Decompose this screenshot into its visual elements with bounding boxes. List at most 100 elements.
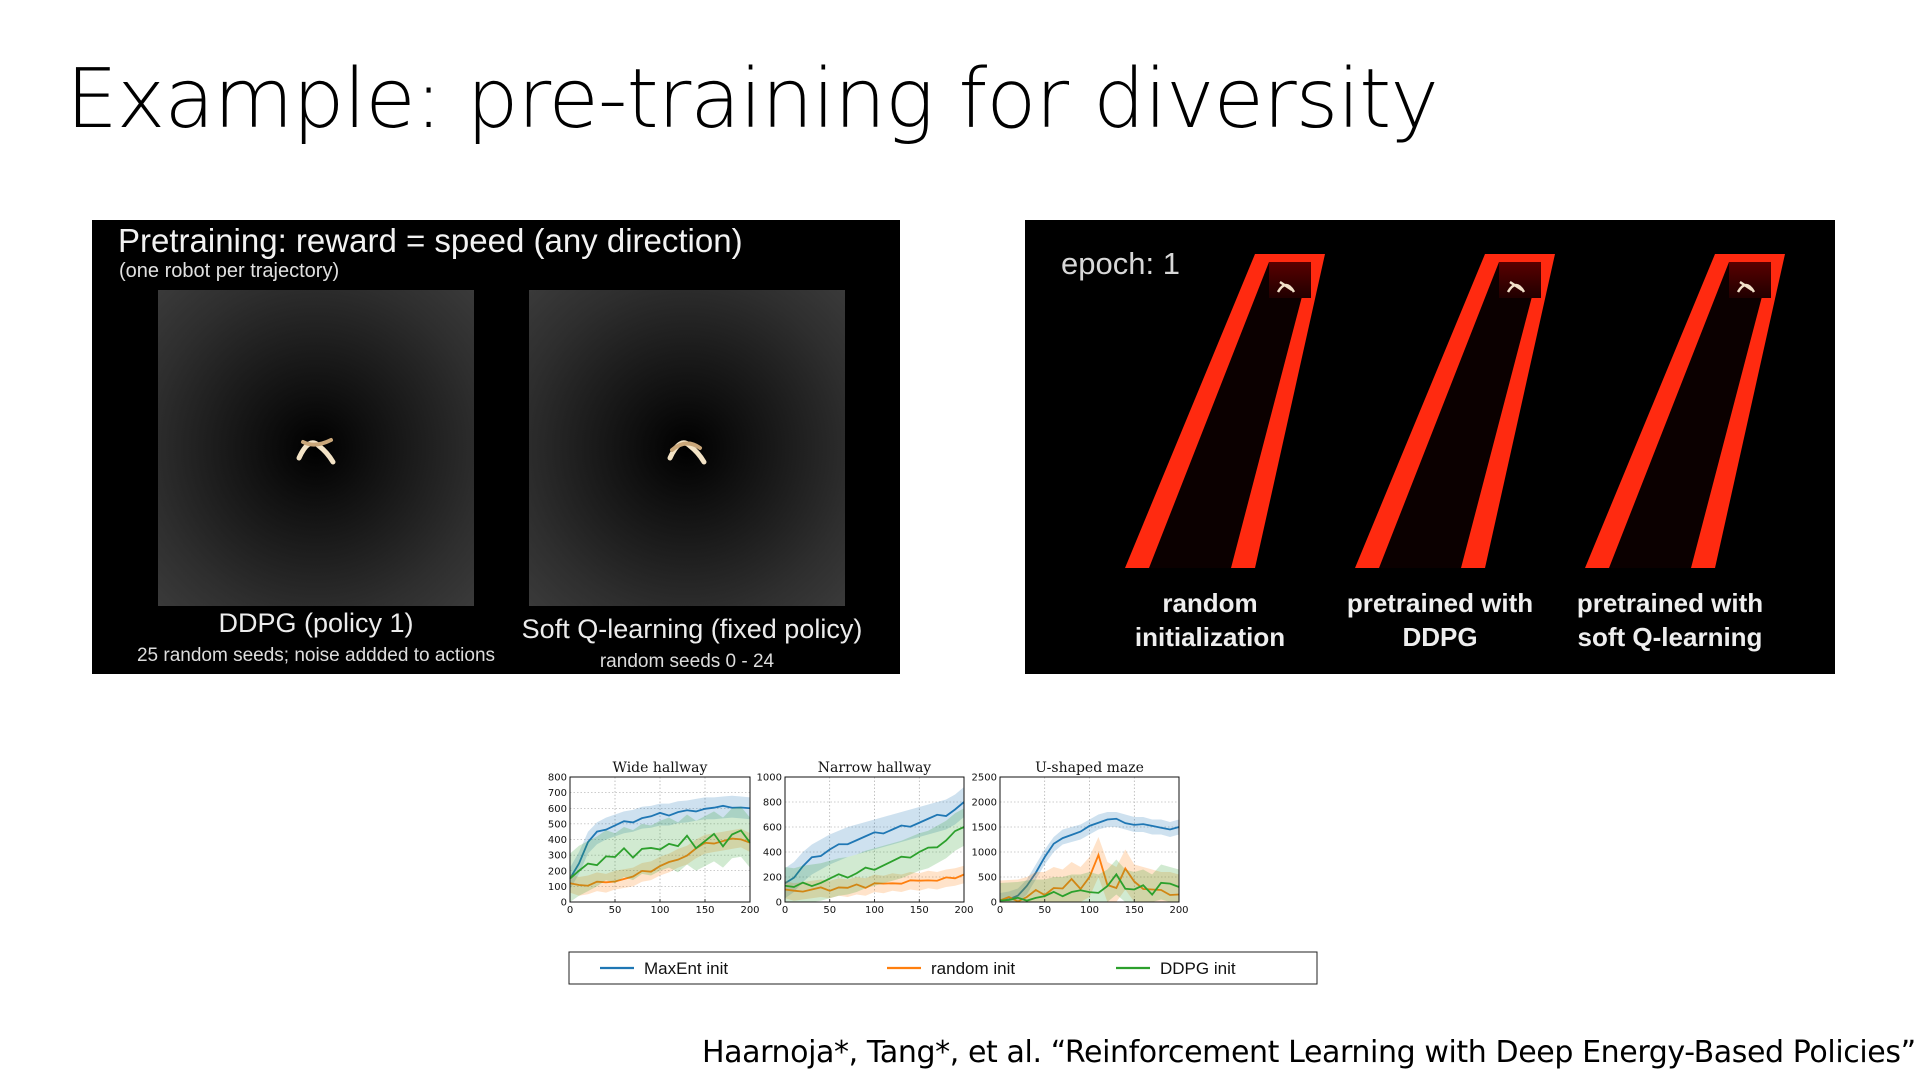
series-random-init: [784, 865, 965, 901]
x-tick-label: 100: [865, 905, 884, 916]
series-band: [570, 828, 750, 896]
series-maxent-init: [999, 812, 1180, 902]
hallway-3: [1585, 254, 1785, 568]
hallway-start-zone: [1729, 262, 1771, 298]
series-maxent-init: [784, 787, 965, 899]
series-line: [784, 801, 965, 885]
series-line: [569, 829, 751, 880]
hallway-graphics: [1125, 254, 1785, 568]
y-tick-label: 500: [978, 873, 997, 884]
y-tick-label: 2000: [972, 798, 997, 809]
hallway-video-panel: epoch: 1 random initialization pretrained…: [1025, 220, 1835, 674]
y-tick-label: 0: [991, 898, 997, 909]
hallway-start-zone: [1499, 262, 1541, 298]
series-ddpg-init: [999, 859, 1180, 902]
series-band: [570, 806, 750, 902]
hall-label-soft-q: pretrained with soft Q-learning: [1576, 588, 1764, 652]
y-tick-label: 400: [548, 835, 567, 846]
y-tick-label: 200: [548, 866, 567, 877]
ddpg-caption: DDPG (policy 1): [218, 608, 414, 638]
x-tick-label: 200: [954, 905, 973, 916]
x-tick-label: 0: [567, 905, 573, 916]
ddpg-detail: 25 random seeds; noise addded to actions: [136, 645, 496, 666]
x-tick-label: 100: [650, 905, 669, 916]
soft-q-arena: [529, 290, 845, 606]
pretraining-heading: Pretraining: reward = speed (any directi…: [118, 222, 743, 259]
hallway-floor: [1609, 262, 1771, 568]
series-ddpg-init: [784, 808, 965, 902]
series-band: [570, 795, 750, 890]
series-band: [1000, 812, 1179, 902]
legend-label: random init: [931, 959, 1015, 978]
series-line: [999, 817, 1180, 902]
hallway-2: [1355, 254, 1555, 568]
y-tick-label: 1000: [972, 848, 997, 859]
series-random-init: [999, 837, 1180, 903]
y-tick-label: 600: [763, 823, 782, 834]
y-tick-label: 2500: [972, 773, 997, 784]
ant-robot-icon: [1506, 280, 1526, 293]
series-band: [785, 787, 964, 899]
chart-title: U-shaped maze: [1035, 760, 1144, 776]
x-tick-label: 100: [1080, 905, 1099, 916]
hallway-floor: [1379, 262, 1541, 568]
legend-box: [568, 951, 1318, 985]
chart-title: Narrow hallway: [818, 760, 931, 776]
x-tick-label: 0: [782, 905, 788, 916]
x-tick-label: 150: [1125, 905, 1144, 916]
x-tick-label: 200: [1169, 905, 1188, 916]
y-tick-label: 800: [763, 798, 782, 809]
x-tick-label: 0: [997, 905, 1003, 916]
series-line: [784, 873, 965, 893]
legend-label: DDPG init: [1160, 959, 1236, 978]
series-ddpg-init: [569, 806, 751, 902]
legend-label: MaxEnt init: [644, 959, 728, 978]
series-line: [999, 852, 1180, 903]
series-line: [784, 826, 965, 888]
ant-robot-icon: [1276, 280, 1296, 293]
citation: Haarnoja*, Tang*, et al. “Reinforcement …: [702, 1035, 1916, 1070]
x-tick-label: 150: [910, 905, 929, 916]
chart-2: Narrow hallway 0 50 100 150 200 0 200 400 600 800 1…: [757, 760, 974, 916]
y-tick-label: 800: [548, 773, 567, 784]
y-tick-label: 1500: [972, 823, 997, 834]
chart-legend: MaxEnt init random init DDPG init: [568, 951, 1318, 985]
legend-item-maxent-init: MaxEnt init: [600, 959, 728, 978]
series-band: [1000, 859, 1179, 902]
soft-q-caption: Soft Q-learning (fixed policy): [521, 614, 863, 644]
hall-label-ddpg: pretrained with DDPG: [1346, 588, 1534, 652]
x-tick-label: 50: [1038, 905, 1051, 916]
chart-title: Wide hallway: [613, 760, 708, 776]
series-line: [999, 872, 1180, 902]
series-maxent-init: [569, 795, 751, 890]
series-line: [569, 804, 751, 880]
ant-robot-icon: [1736, 280, 1756, 293]
ddpg-arena: [158, 290, 474, 606]
soft-q-detail: random seeds 0 - 24: [599, 651, 775, 672]
pretraining-subheading: (one robot per trajectory): [119, 260, 340, 282]
y-tick-label: 100: [548, 882, 567, 893]
slide-title: Example: pre-training for diversity: [66, 52, 1439, 147]
y-tick-label: 0: [561, 898, 567, 909]
hall-label-random: random initialization: [1134, 588, 1286, 652]
y-tick-label: 300: [548, 851, 567, 862]
series-band: [1000, 837, 1179, 902]
y-tick-label: 200: [763, 873, 782, 884]
x-tick-label: 50: [609, 905, 622, 916]
x-tick-label: 200: [740, 905, 759, 916]
hallway-floor: [1149, 262, 1311, 568]
legend-item-random-init: random init: [887, 959, 1015, 978]
pretraining-video-panel: Pretraining: reward = speed (any directi…: [92, 220, 900, 674]
hallway-start-zone: [1269, 262, 1311, 298]
y-tick-label: 500: [548, 819, 567, 830]
chart-1: Wide hallway 0 50 100 150 200 0 100 200 300 400 500…: [548, 760, 760, 916]
ant-robot-icon: [296, 438, 336, 465]
epoch-label: epoch: 1: [1061, 246, 1180, 281]
y-tick-label: 400: [763, 848, 782, 859]
hallway-1: [1125, 254, 1325, 568]
y-tick-label: 1000: [757, 773, 782, 784]
y-tick-label: 700: [548, 788, 567, 799]
legend-item-ddpg-init: DDPG init: [1116, 959, 1236, 978]
